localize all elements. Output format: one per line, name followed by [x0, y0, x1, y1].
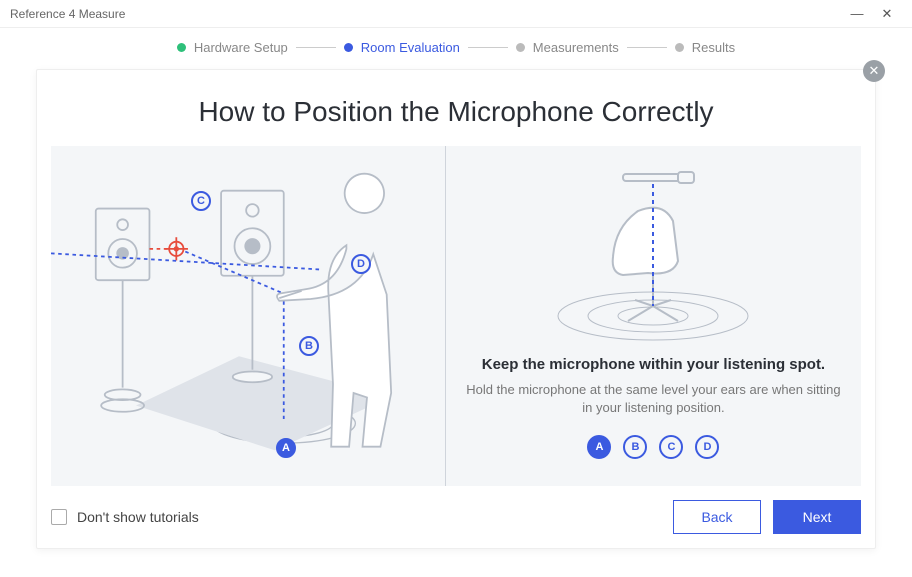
step-dot-icon	[675, 43, 684, 52]
app-window: Reference 4 Measure — ✕ Hardware Setup R…	[0, 0, 912, 577]
step-dot-done-icon	[177, 43, 186, 52]
instruction-title: Keep the microphone within your listenin…	[482, 356, 825, 373]
dont-show-checkbox[interactable]: Don't show tutorials	[51, 509, 199, 525]
step-dot-icon	[516, 43, 525, 52]
chip-label: C	[667, 441, 675, 453]
chair-mic-illustration	[503, 156, 803, 346]
marker-label: D	[357, 258, 365, 270]
step-chips: A B C D	[587, 435, 719, 459]
step-connector	[627, 47, 667, 48]
page-title: How to Position the Microphone Correctly	[37, 70, 875, 146]
chip-d[interactable]: D	[695, 435, 719, 459]
step-room-evaluation[interactable]: Room Evaluation	[344, 40, 460, 55]
checkbox-icon	[51, 509, 67, 525]
step-dot-active-icon	[344, 43, 353, 52]
back-button[interactable]: Back	[673, 500, 761, 534]
marker-label: B	[305, 340, 313, 352]
diagram-left: A B C D	[51, 146, 446, 486]
button-label: Next	[803, 509, 832, 525]
instruction-body: Hold the microphone at the same level yo…	[466, 381, 841, 417]
diagram-marker-d: D	[351, 254, 371, 274]
diagram-marker-a: A	[276, 438, 296, 458]
chip-a[interactable]: A	[587, 435, 611, 459]
chip-label: B	[631, 441, 639, 453]
step-connector	[468, 47, 508, 48]
step-label: Room Evaluation	[361, 40, 460, 55]
step-label: Hardware Setup	[194, 40, 288, 55]
step-hardware-setup[interactable]: Hardware Setup	[177, 40, 288, 55]
button-label: Back	[701, 509, 732, 525]
diagram-marker-b: B	[299, 336, 319, 356]
window-title: Reference 4 Measure	[10, 7, 842, 21]
step-measurements[interactable]: Measurements	[516, 40, 619, 55]
step-label: Results	[692, 40, 735, 55]
card-footer: Don't show tutorials Back Next	[37, 486, 875, 534]
diagram-right: Keep the microphone within your listenin…	[446, 146, 861, 486]
checkbox-label: Don't show tutorials	[77, 509, 199, 525]
marker-label: A	[282, 442, 290, 454]
speaker-person-illustration	[51, 146, 445, 486]
tutorial-content: A B C D	[51, 146, 861, 486]
wizard-stepper: Hardware Setup Room Evaluation Measureme…	[0, 28, 912, 61]
step-label: Measurements	[533, 40, 619, 55]
tutorial-card: ✕ How to Position the Microphone Correct…	[36, 69, 876, 549]
chip-c[interactable]: C	[659, 435, 683, 459]
chip-label: D	[703, 441, 711, 453]
next-button[interactable]: Next	[773, 500, 861, 534]
close-card-button[interactable]: ✕	[863, 60, 885, 82]
step-connector	[296, 47, 336, 48]
close-button[interactable]: ✕	[872, 6, 902, 22]
marker-label: C	[197, 195, 205, 207]
chip-b[interactable]: B	[623, 435, 647, 459]
minimize-button[interactable]: —	[842, 6, 872, 21]
title-bar: Reference 4 Measure — ✕	[0, 0, 912, 28]
chip-label: A	[595, 441, 603, 453]
step-results[interactable]: Results	[675, 40, 735, 55]
diagram-marker-c: C	[191, 191, 211, 211]
